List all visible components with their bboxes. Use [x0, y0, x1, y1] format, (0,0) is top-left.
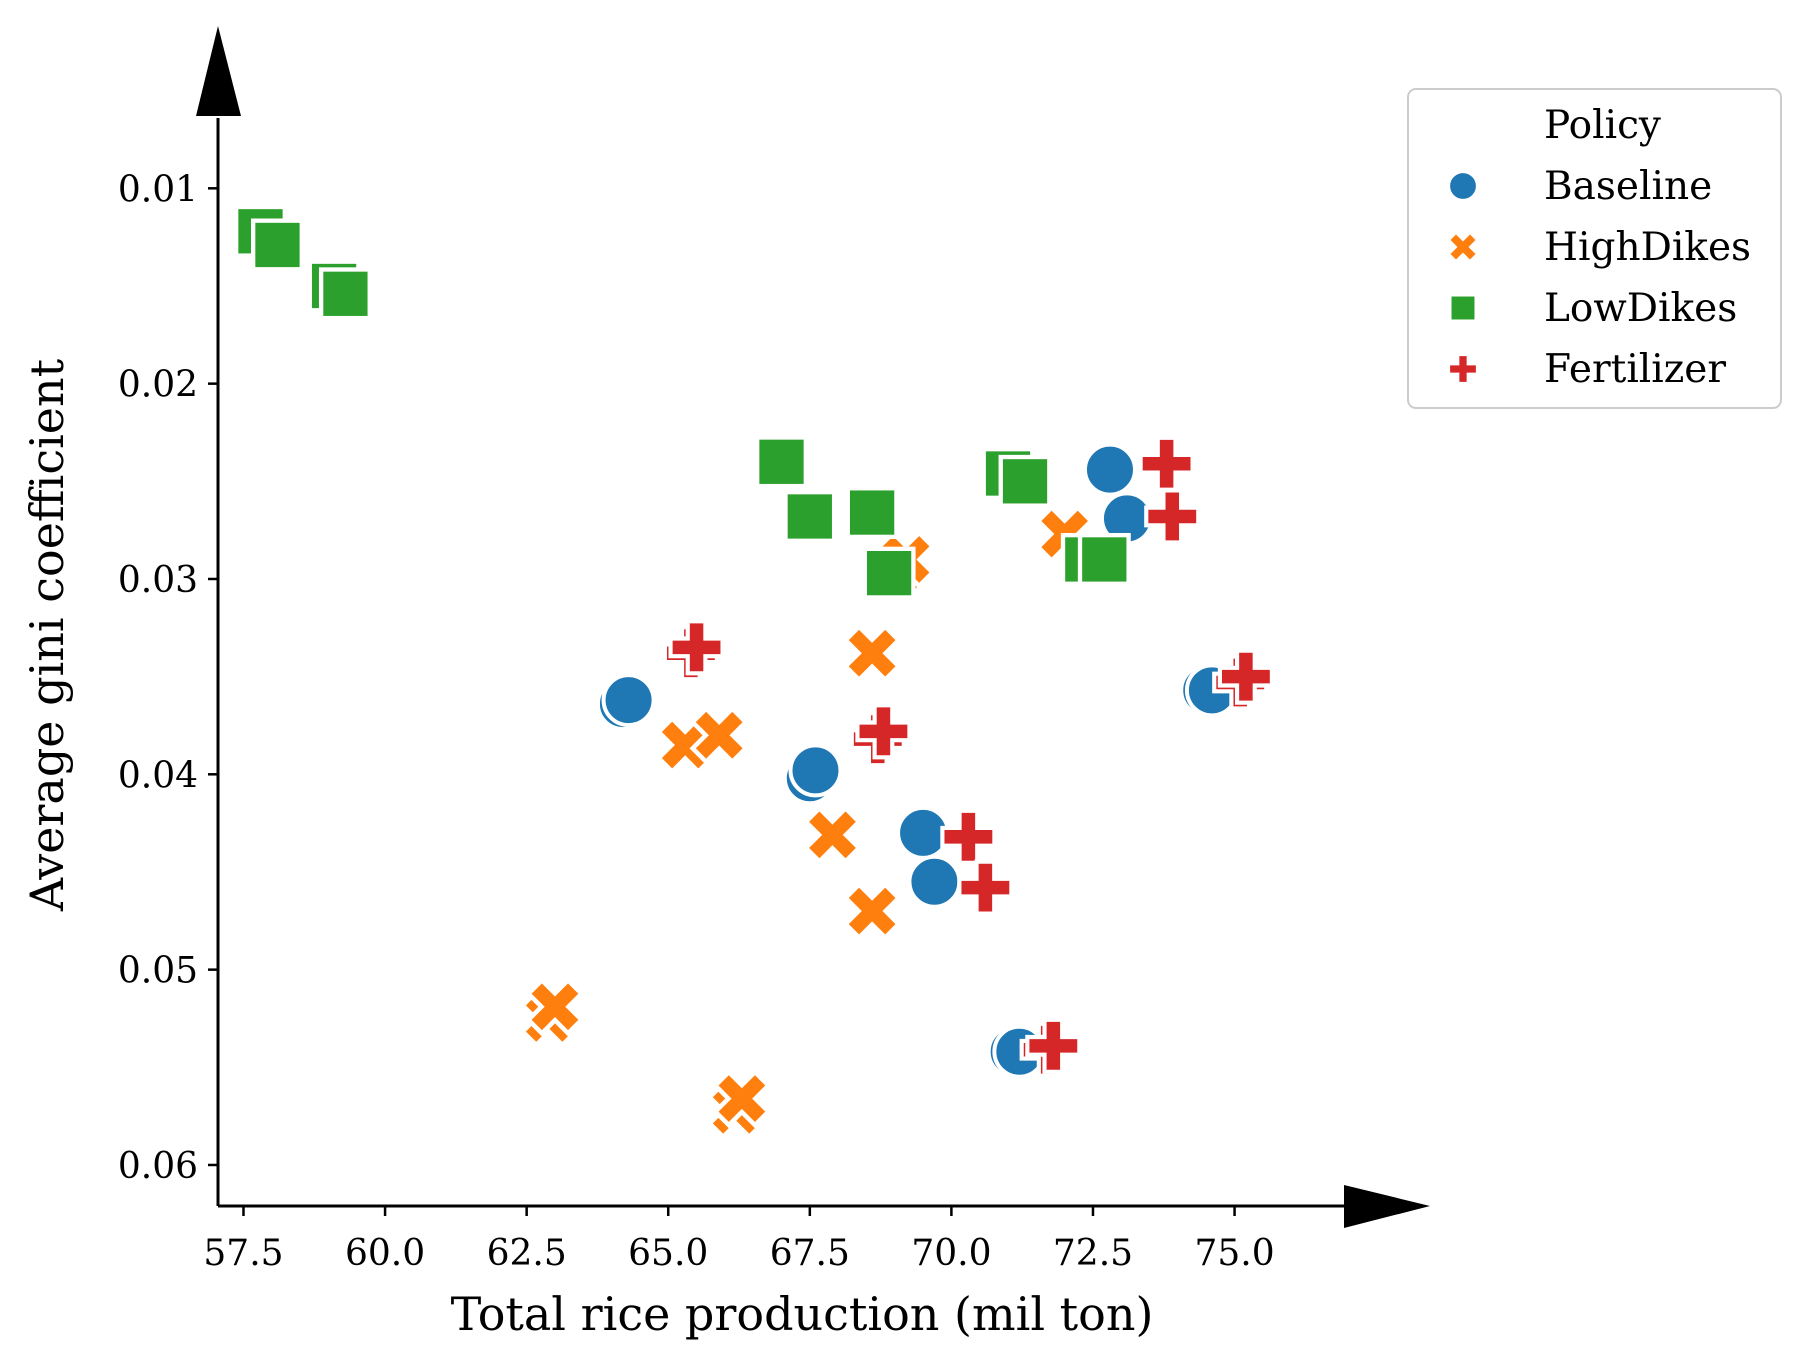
data-point	[907, 854, 962, 909]
x-tick-label: 57.5	[203, 1233, 283, 1274]
x-tick-label: 75.0	[1194, 1233, 1274, 1274]
y-tick-label: 0.01	[118, 169, 198, 210]
data-point	[601, 673, 656, 728]
legend-label-lowdikes: LowDikes	[1544, 286, 1737, 331]
data-point	[788, 743, 843, 798]
x-tick-label: 60.0	[345, 1233, 425, 1274]
legend-label-highdikes: HighDikes	[1544, 225, 1751, 270]
plot-area	[234, 204, 1274, 1140]
y-tick-label: 0.03	[118, 560, 198, 601]
data-point	[1082, 442, 1137, 497]
data-point	[862, 546, 916, 600]
legend-entries: Baseline HighDikes LowDikes Fertilizer	[1447, 164, 1751, 392]
data-point	[783, 490, 837, 543]
data-point	[957, 859, 1014, 916]
x-tick-label: 70.0	[911, 1233, 991, 1274]
data-point	[712, 1068, 772, 1129]
legend: Policy Baseline HighDikes LowDikes Fertiliz…	[1407, 88, 1782, 409]
x-tick-label: 65.0	[628, 1233, 708, 1274]
data-point	[1025, 1017, 1082, 1074]
data-point	[1144, 488, 1201, 545]
data-point	[1217, 648, 1274, 705]
y-axis-arrow	[196, 26, 241, 116]
legend-marker-fertilizer	[1447, 353, 1479, 385]
data-point	[755, 435, 808, 489]
legend-title: Policy	[1544, 103, 1661, 148]
y-tick-label: 0.02	[118, 365, 198, 406]
legend-label-baseline: Baseline	[1544, 164, 1712, 209]
x-axis-label: Total rice production (mil ton)	[451, 1287, 1154, 1341]
data-point	[318, 267, 372, 321]
y-tick-label: 0.04	[118, 755, 198, 796]
series-fertilizer	[662, 435, 1274, 1078]
legend-marker-baseline	[1447, 170, 1479, 202]
y-ticks: 0.01 0.02 0.03 0.04 0.05 0.06	[118, 169, 218, 1187]
legend-frame	[1407, 88, 1782, 409]
data-point	[689, 705, 749, 765]
data-point	[845, 486, 899, 540]
series-baseline	[595, 442, 1239, 1079]
data-point	[525, 977, 585, 1037]
y-tick-label: 0.05	[118, 951, 198, 992]
data-point	[802, 805, 863, 865]
x-tick-label: 67.5	[770, 1233, 850, 1274]
series-lowdikes	[234, 204, 1131, 600]
legend-label-fertilizer: Fertilizer	[1544, 347, 1726, 392]
x-ticks: 57.5 60.0 62.5 65.0 67.5 70.0 72.5 75.0	[203, 1206, 1275, 1274]
data-point	[842, 881, 902, 941]
legend-marker-highdikes	[1447, 231, 1479, 263]
data-point	[842, 623, 902, 683]
axes	[196, 26, 1430, 1228]
data-point	[855, 703, 912, 760]
x-axis-arrow	[1344, 1185, 1430, 1228]
y-tick-label: 0.06	[118, 1146, 198, 1187]
data-point	[251, 218, 304, 272]
y-axis-label: Average gini coefficient	[20, 358, 74, 912]
x-tick-label: 62.5	[487, 1233, 567, 1274]
x-tick-label: 72.5	[1053, 1233, 1133, 1274]
data-point	[668, 619, 725, 676]
legend-marker-lowdikes	[1449, 294, 1477, 322]
data-point	[1077, 532, 1131, 586]
data-point	[998, 454, 1052, 508]
